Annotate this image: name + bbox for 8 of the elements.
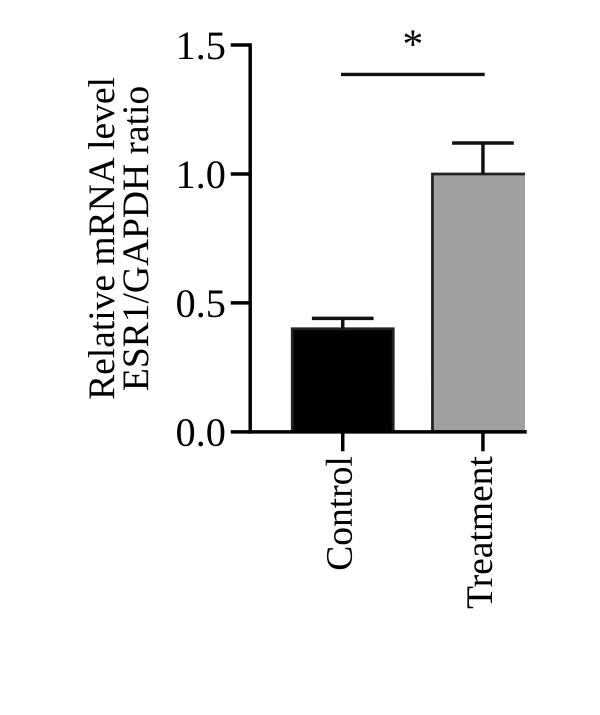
x-tick-label: Control (326, 456, 352, 570)
x-tick-label: Treatment (467, 456, 492, 608)
y-tick-label: 1.0 (179, 161, 224, 189)
y-tick-label: 0.5 (177, 290, 224, 318)
y-axis-title: Relative mRNA level ESR1/GAPDH ratio (88, 78, 148, 399)
y-tick-label: 0.0 (177, 419, 224, 446)
y-tick-label: 1.5 (179, 32, 224, 60)
annotation: * (404, 30, 422, 46)
